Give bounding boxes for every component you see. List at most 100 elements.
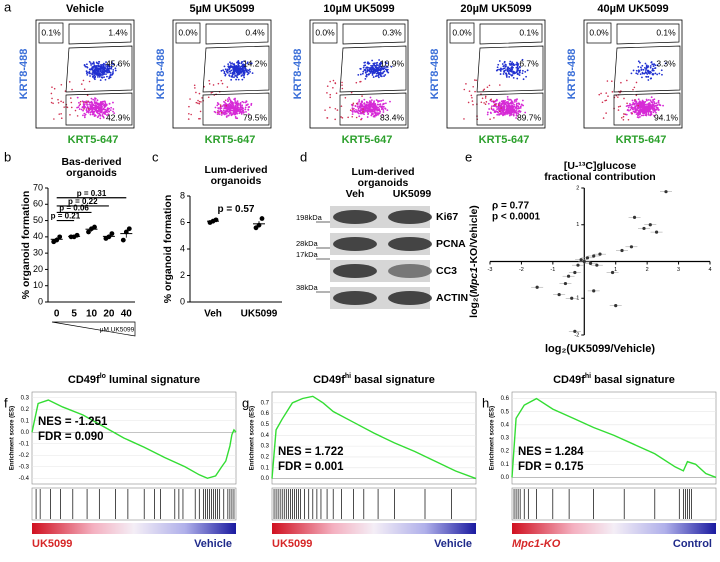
event-dot	[639, 104, 642, 107]
data-point	[570, 296, 574, 300]
event-dot	[207, 96, 210, 99]
chart-title: CD49fhi basal signature	[553, 373, 675, 386]
event-dot	[521, 69, 524, 72]
event-dot	[219, 107, 222, 110]
event-dot	[112, 108, 115, 110]
event-dot	[637, 60, 640, 63]
lane-label: Veh	[346, 188, 365, 200]
event-dot	[76, 115, 79, 117]
event-dot	[234, 116, 237, 118]
event-dot	[94, 102, 97, 104]
event-dot	[93, 76, 96, 79]
event-dot	[248, 106, 251, 108]
event-dot	[382, 71, 385, 74]
event-dot	[109, 71, 112, 74]
event-dot	[486, 111, 489, 114]
event-dot	[660, 69, 663, 72]
event-dot	[371, 113, 373, 115]
event-dot	[92, 66, 95, 69]
event-dot	[517, 112, 520, 115]
event-dot	[242, 68, 244, 71]
event-dot	[90, 110, 93, 113]
event-dot	[375, 107, 378, 110]
event-dot	[372, 62, 375, 65]
event-dot	[369, 102, 372, 105]
event-dot	[647, 113, 650, 116]
event-dot	[500, 105, 502, 107]
event-dot	[106, 108, 109, 110]
event-dot	[86, 94, 89, 97]
event-dot	[218, 111, 221, 113]
protein-label: PCNA	[436, 238, 466, 250]
event-dot	[324, 109, 326, 111]
event-dot	[379, 73, 381, 75]
x-tick-label: UK5099	[241, 309, 278, 320]
event-dot	[83, 88, 86, 91]
gate-percent: 42.9%	[106, 112, 131, 122]
event-dot	[465, 83, 467, 85]
event-dot	[616, 96, 619, 98]
y-tick-label: 2	[576, 185, 579, 191]
event-dot	[93, 71, 95, 74]
event-dot	[365, 73, 368, 76]
mw-marker: 198kDa	[296, 213, 323, 222]
event-dot	[367, 61, 369, 64]
band	[388, 291, 432, 305]
event-dot	[385, 62, 388, 65]
event-dot	[638, 102, 640, 105]
gate	[38, 22, 64, 44]
event-dot	[355, 116, 358, 119]
event-dot	[373, 103, 376, 106]
event-dot	[82, 109, 84, 112]
event-dot	[647, 75, 650, 78]
flow-x-label: KRT5-647	[68, 134, 119, 146]
event-dot	[247, 113, 250, 116]
panel-letter: h	[482, 395, 489, 410]
event-dot	[499, 73, 502, 75]
dose-wedge	[51, 321, 136, 337]
event-dot	[372, 71, 375, 74]
event-dot	[503, 64, 505, 67]
event-dot	[605, 112, 607, 114]
y-tick-label: 0	[38, 296, 43, 306]
event-dot	[334, 107, 337, 110]
event-dot	[502, 73, 505, 75]
event-dot	[382, 99, 384, 102]
event-dot	[644, 108, 647, 110]
event-dot	[224, 106, 226, 109]
event-dot	[240, 75, 243, 77]
flow-y-label: KRT8-488	[566, 49, 578, 100]
panel-letter: d	[300, 149, 307, 164]
event-dot	[223, 70, 226, 73]
gate	[65, 92, 133, 126]
event-dot	[499, 70, 502, 72]
event-dot	[362, 111, 364, 113]
event-dot	[515, 106, 518, 108]
event-dot	[232, 69, 235, 72]
event-dot	[516, 69, 519, 72]
y-tick-label: 0.1	[501, 462, 510, 468]
data-point	[629, 245, 634, 249]
event-dot	[506, 95, 509, 98]
y-tick-label: 50	[33, 215, 43, 225]
event-dot	[357, 111, 359, 114]
data-point	[588, 261, 593, 265]
event-dot	[373, 107, 376, 109]
y-tick-label: 40	[33, 231, 43, 241]
event-dot	[358, 105, 361, 108]
event-dot	[86, 73, 89, 76]
event-dot	[81, 106, 84, 109]
event-dot	[234, 111, 237, 113]
event-dot	[85, 100, 88, 103]
event-dot	[517, 107, 520, 110]
event-dot	[364, 71, 367, 74]
y-tick-label: 0.3	[261, 444, 270, 450]
event-dot	[367, 104, 370, 106]
event-dot	[332, 79, 335, 82]
event-dot	[83, 116, 86, 119]
event-dot	[371, 64, 374, 67]
event-dot	[639, 73, 642, 76]
x-axis-label: µM UK5099	[100, 327, 135, 334]
event-dot	[379, 63, 382, 66]
event-dot	[653, 98, 656, 101]
